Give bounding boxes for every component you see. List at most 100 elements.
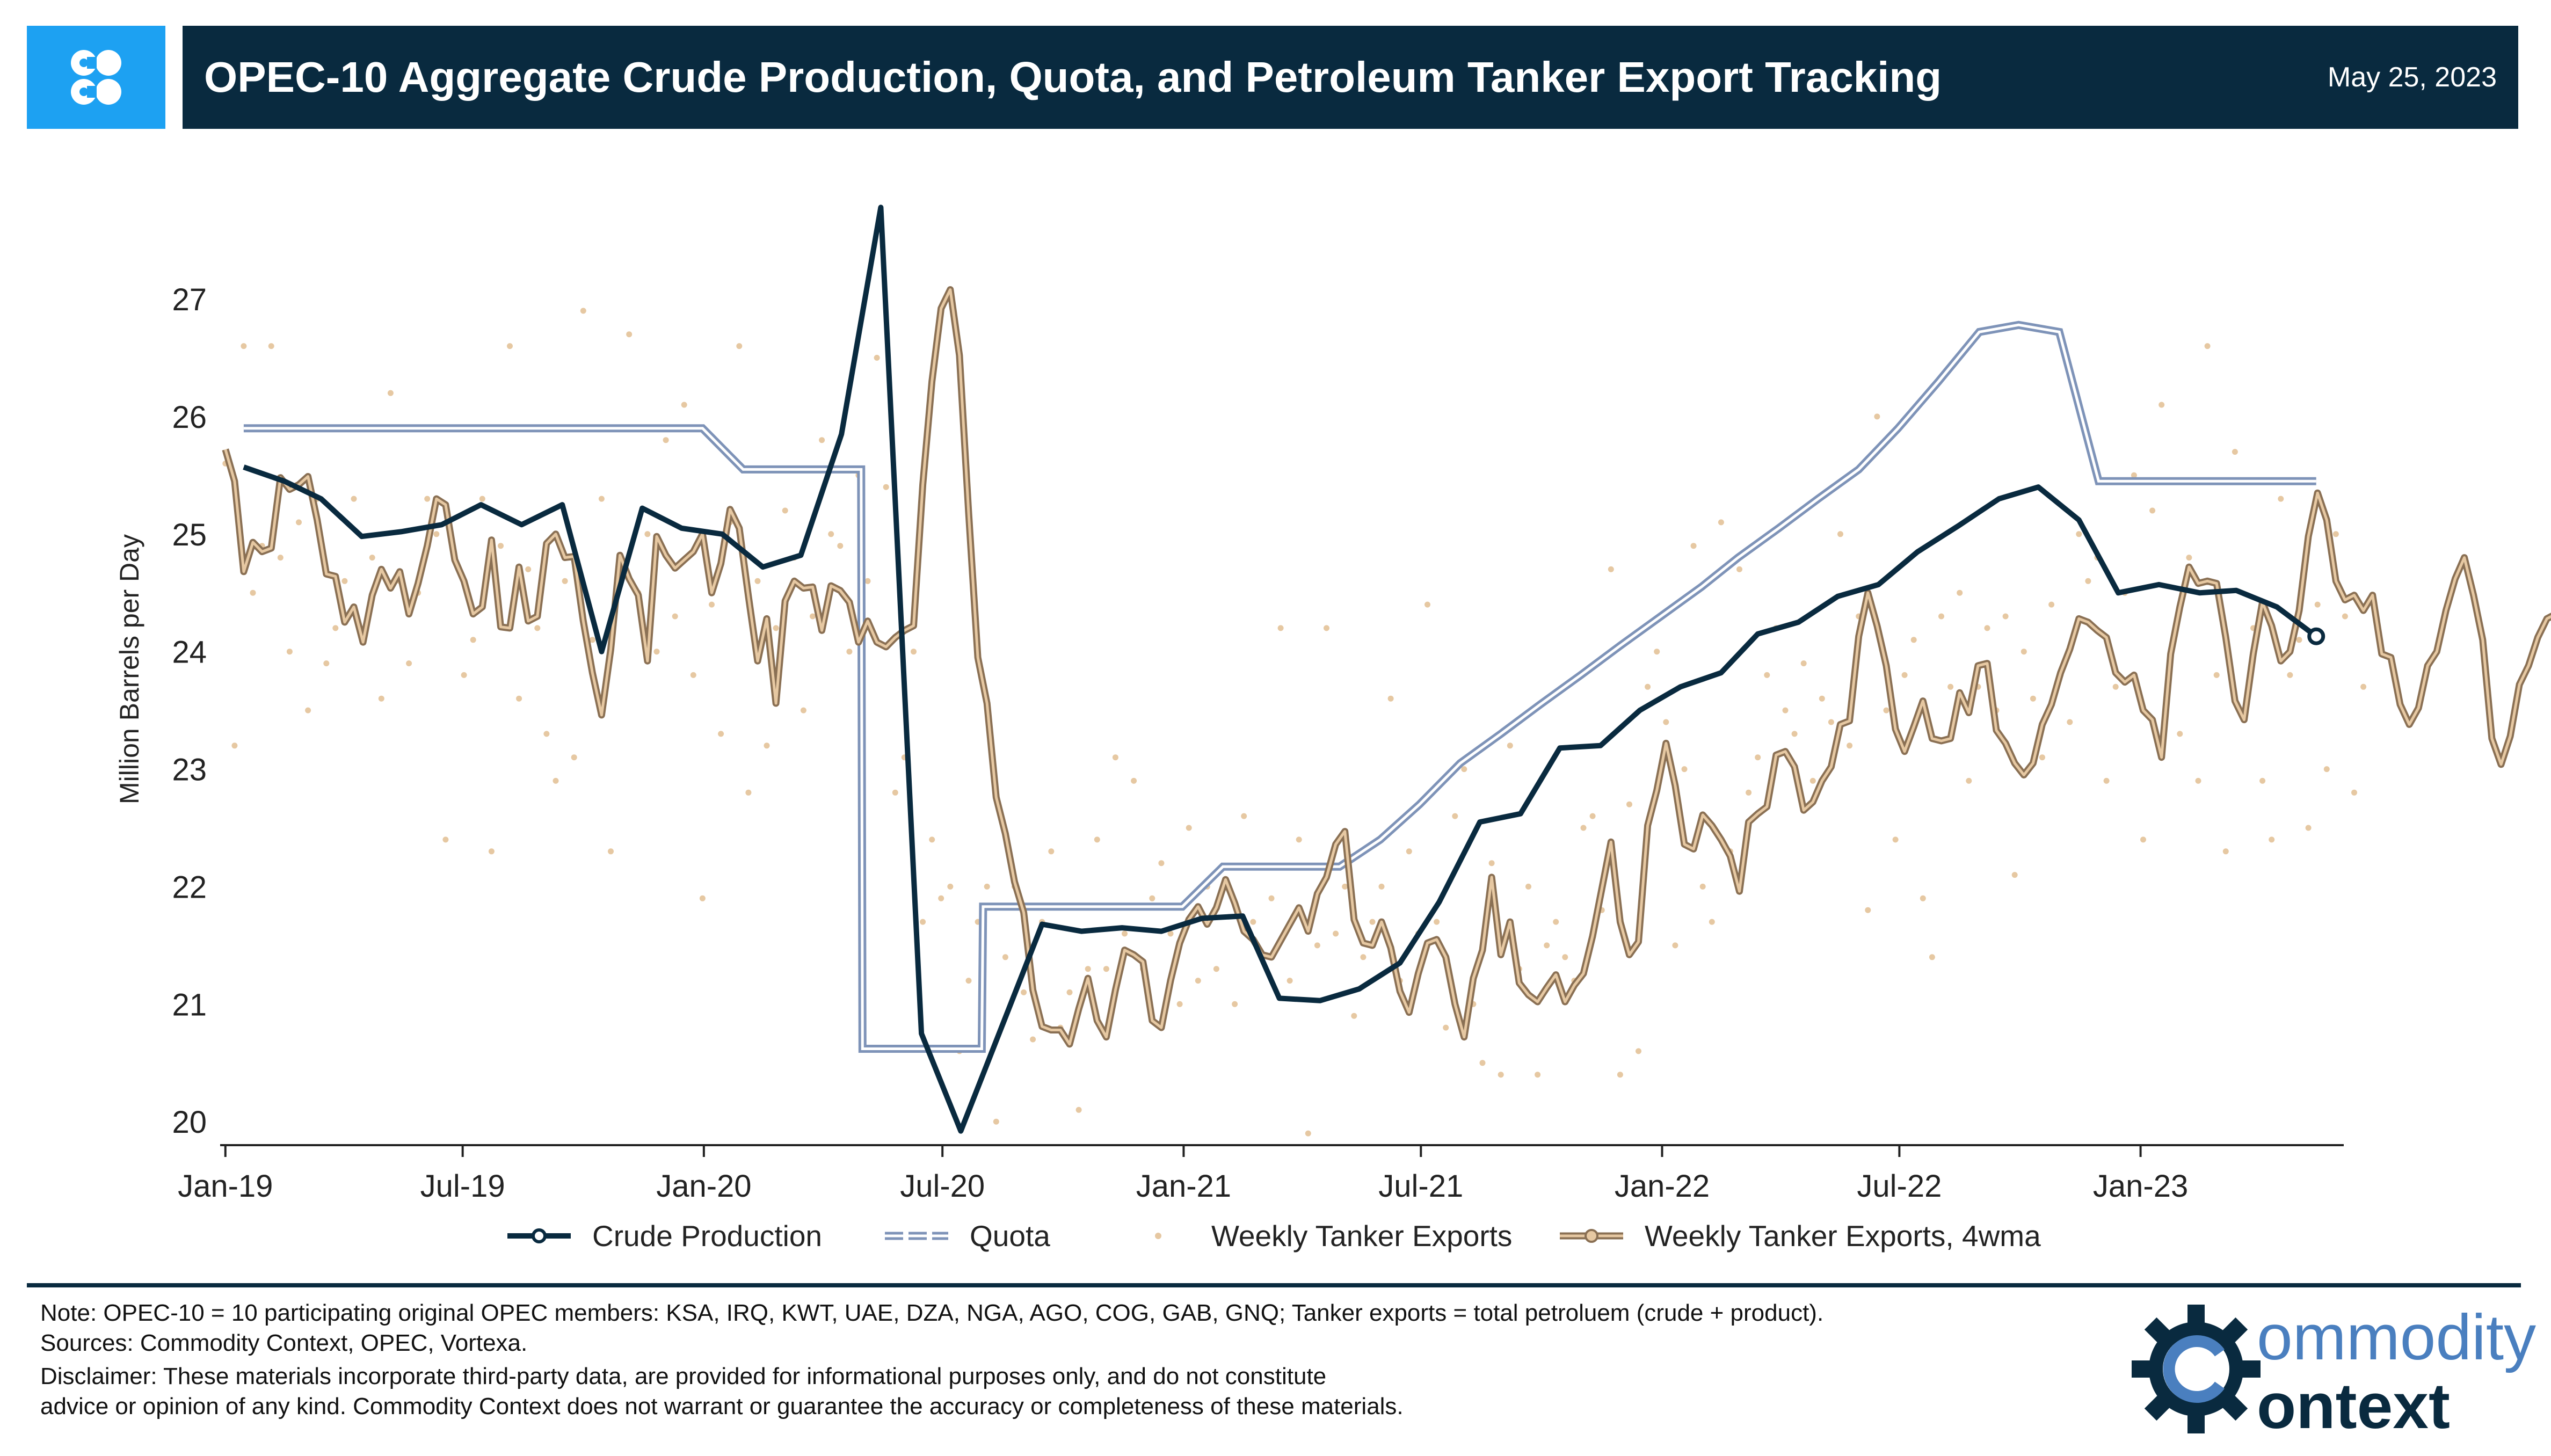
weekly-tanker-export-point: [525, 566, 532, 572]
weekly-tanker-export-point: [1672, 942, 1678, 949]
weekly-tanker-export-point: [1663, 719, 1669, 725]
x-tick-label: Jul-22: [1857, 1169, 1942, 1204]
weekly-tanker-export-point: [1268, 895, 1275, 901]
weekly-tanker-export-point: [1736, 566, 1742, 572]
weekly-tanker-export-point: [1746, 789, 1752, 796]
weekly-tanker-export-point: [433, 531, 440, 537]
crude-production-series: [243, 205, 2325, 1134]
weekly-tanker-export-point: [1507, 742, 1513, 749]
brand-text-top: ommodity: [2257, 1301, 2537, 1373]
weekly-tanker-export-point: [1690, 543, 1697, 549]
weekly-tanker-export-point: [1149, 895, 1155, 901]
weekly-tanker-export-point: [1176, 1001, 1183, 1007]
weekly-tanker-export-point: [1158, 860, 1165, 867]
weekly-tanker-export-point: [1553, 919, 1559, 925]
weekly-tanker-export-point: [1314, 942, 1320, 949]
x-tick-label: Jul-21: [1378, 1169, 1463, 1204]
gear-icon: [2132, 1305, 2261, 1433]
weekly-tanker-export-point: [690, 672, 696, 678]
weekly-tanker-export-point: [800, 707, 806, 714]
weekly-tanker-export-point: [1837, 531, 1843, 537]
weekly-tanker-export-point: [553, 777, 559, 784]
weekly-tanker-export-point: [1296, 836, 1302, 843]
crude-production-line: [243, 205, 2318, 1134]
weekly-tanker-export-point: [277, 555, 284, 561]
weekly-tanker-export-point: [2342, 613, 2348, 620]
weekly-tanker-export-point: [2360, 683, 2367, 690]
weekly-tanker-export-point: [1755, 754, 1761, 761]
x-tick-label: Jan-22: [1615, 1169, 1710, 1204]
legend-tanker-4wma-marker: [1585, 1229, 1598, 1243]
x-tick-label: Jan-21: [1136, 1169, 1231, 1204]
weekly-tanker-export-point: [883, 484, 889, 490]
weekly-tanker-export-point: [1085, 966, 1091, 972]
weekly-tanker-export-point: [571, 754, 577, 761]
weekly-tanker-export-point: [1920, 895, 1926, 901]
footer-sources: Sources: Commodity Context, OPEC, Vortex…: [40, 1330, 528, 1356]
weekly-tanker-export-point: [864, 578, 871, 584]
weekly-tanker-export-point: [1782, 707, 1789, 714]
weekly-tanker-export-point: [764, 742, 770, 749]
weekly-tanker-export-point: [1535, 1072, 1541, 1078]
weekly-tanker-export-point: [1021, 989, 1027, 995]
weekly-tanker-export-point: [2351, 789, 2357, 796]
weekly-tanker-export-point: [1378, 883, 1385, 890]
chart-title: OPEC-10 Aggregate Crude Production, Quot…: [204, 53, 1942, 101]
weekly-tanker-export-point: [828, 531, 834, 537]
weekly-tanker-export-point: [1791, 731, 1798, 737]
weekly-tanker-export-point: [1544, 942, 1550, 949]
weekly-tanker-export-point: [1048, 848, 1055, 855]
weekly-tanker-export-point: [1699, 883, 1706, 890]
weekly-tanker-export-point: [1333, 930, 1339, 937]
weekly-tanker-export-point: [1351, 1013, 1357, 1019]
weekly-tanker-export-point: [2131, 472, 2137, 478]
chart: Million Barrels per Day 20 21 22 23 24 25 26 27…: [114, 205, 2551, 1253]
weekly-tanker-export-point: [644, 531, 651, 537]
weekly-tanker-export-point: [1617, 1072, 1623, 1078]
weekly-tanker-export-point: [378, 695, 384, 702]
weekly-tanker-export-point: [1030, 1036, 1036, 1043]
weekly-tanker-export-point: [2269, 836, 2275, 843]
y-axis-title: Million Barrels per Day: [114, 534, 144, 804]
weekly-tanker-export-point: [1636, 1048, 1641, 1054]
opec-logo: [27, 26, 165, 129]
weekly-tanker-export-point: [1809, 777, 1816, 784]
y-tick-label: 27: [172, 282, 207, 317]
x-tick-label: Jan-23: [2093, 1169, 2188, 1204]
weekly-tanker-export-point: [1443, 1024, 1449, 1031]
footer-disclaimer-line-1: Disclaimer: These materials incorporate …: [40, 1363, 1327, 1389]
weekly-tanker-export-point: [1498, 1072, 1504, 1078]
weekly-tanker-export-point: [608, 848, 614, 855]
weekly-tanker-export-point: [1213, 966, 1219, 972]
weekly-tanker-export-point: [2195, 777, 2201, 784]
footer-disclaimer-line-2: advice or opinion of any kind. Commodity…: [40, 1393, 1404, 1419]
weekly-tanker-export-point: [773, 625, 779, 631]
weekly-tanker-export-point: [406, 660, 412, 667]
weekly-tanker-export-point: [626, 331, 633, 338]
weekly-tanker-export-point: [1112, 754, 1118, 761]
legend-label: Weekly Tanker Exports: [1211, 1219, 1512, 1253]
weekly-tanker-export-point: [2177, 731, 2183, 737]
weekly-tanker-export-point: [305, 707, 311, 714]
weekly-tanker-export-point: [1626, 801, 1632, 807]
y-tick-label: 26: [172, 400, 207, 435]
weekly-tanker-export-point: [1580, 825, 1587, 831]
weekly-tanker-export-point: [1360, 954, 1367, 960]
weekly-tanker-export-point: [2002, 613, 2009, 620]
weekly-tanker-export-point: [1865, 907, 1871, 913]
x-tick-label: Jul-20: [900, 1169, 985, 1204]
weekly-tanker-export-point: [1828, 719, 1834, 725]
weekly-tanker-export-point: [1645, 683, 1651, 690]
y-tick-label: 24: [172, 635, 207, 670]
weekly-tanker-export-point: [846, 649, 853, 655]
weekly-tanker-export-point: [2296, 637, 2302, 643]
weekly-tanker-export-point: [1131, 777, 1137, 784]
x-tick-label: Jul-19: [420, 1169, 505, 1204]
weekly-tanker-export-point: [2278, 496, 2284, 502]
weekly-tanker-export-point: [699, 895, 706, 901]
weekly-tanker-export-point: [810, 613, 816, 620]
weekly-tanker-export-point: [341, 578, 348, 584]
weekly-tanker-export-point: [681, 402, 687, 408]
crude-production-end-marker: [2307, 627, 2325, 645]
weekly-tanker-export-point: [993, 1118, 999, 1125]
